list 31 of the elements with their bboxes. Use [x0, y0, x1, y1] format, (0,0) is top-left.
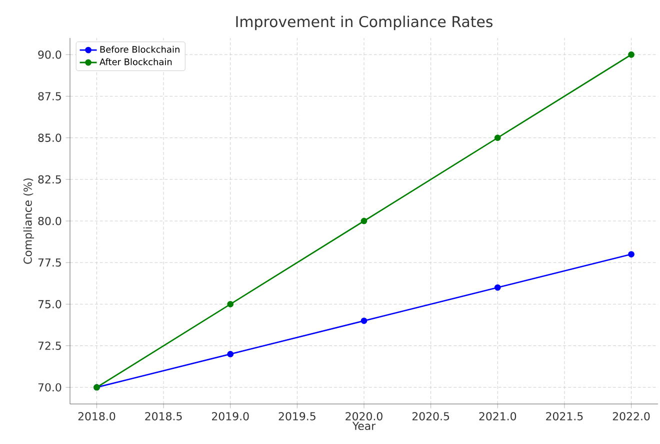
y-tick-label: 75.0: [38, 300, 62, 308]
x-tick-label: 2022.0: [612, 412, 650, 420]
y-tick-label: 80.0: [38, 216, 62, 226]
x-tick-label: 2021.0: [479, 412, 516, 420]
point: [360, 218, 368, 224]
y-tick-label: 77.5: [38, 258, 61, 267]
y-axis-title: Compliance (%): [23, 178, 34, 264]
x-axis-title: Year: [352, 422, 376, 430]
y-tick-label: 90.0: [38, 50, 62, 59]
x-tick-label: 2018.5: [145, 412, 182, 420]
legend-label: Before Blockchain: [100, 46, 180, 53]
x-tick-label: 2019.0: [212, 412, 249, 420]
x-tick-label: 2020.5: [412, 412, 450, 420]
y-tick-label: 70.0: [38, 383, 62, 392]
legend-label: After Blockchain: [100, 58, 172, 66]
point: [494, 134, 501, 141]
y-tick-label: 87.5: [38, 92, 61, 100]
x-tick-label: 2018.0: [78, 412, 116, 420]
y-tick-label: 72.5: [38, 342, 61, 350]
point: [494, 284, 501, 291]
x-tick-label: 2020.0: [346, 412, 382, 420]
point: [628, 251, 634, 258]
chart-title: Improvement in Compliance Rates: [236, 16, 492, 30]
point: [360, 318, 368, 324]
y-tick-label: 85.0: [38, 134, 62, 142]
point: [628, 51, 634, 58]
y-tick-label: 82.5: [38, 175, 61, 184]
x-tick-label: 2021.5: [546, 412, 583, 420]
x-tick-label: 2019.5: [278, 412, 316, 420]
point: [227, 300, 234, 308]
point: [227, 350, 234, 358]
